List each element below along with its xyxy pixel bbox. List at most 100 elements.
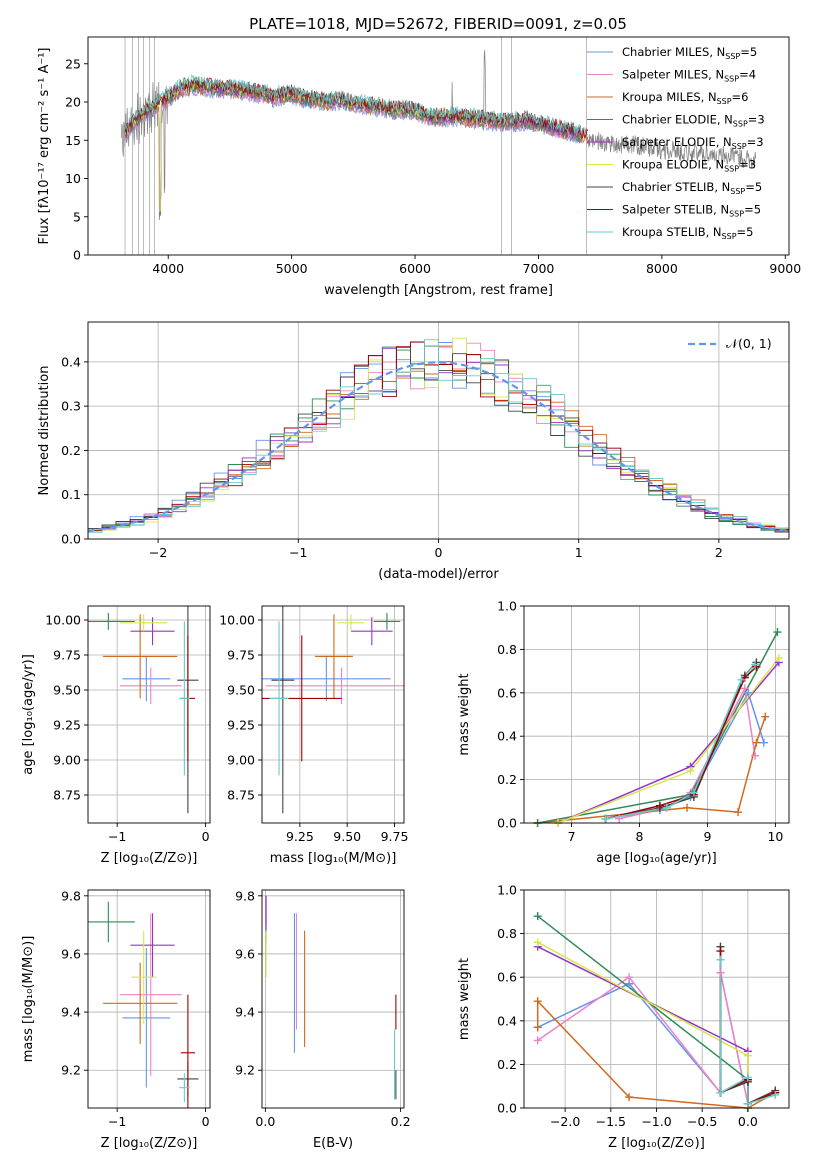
- chart-age-vs-z: −1 0 8.75 9.00 9.25 9.50 9.75 10.00 Z [log₁₀(Z/Z…: [21, 605, 211, 866]
- y-tick-label: 0.2: [497, 1057, 517, 1072]
- x-tick-label: −2: [149, 545, 167, 560]
- chart-age-vs-mass: 9.25 9.50 9.75 8.75 9.00 9.25 9.50 9.75 10.00 mas…: [219, 605, 408, 866]
- y-tick-label: 8.75: [227, 788, 255, 803]
- weight-marker: [625, 1093, 634, 1102]
- weight-marker: [743, 1099, 752, 1108]
- y-tick-label: 0.4: [497, 729, 517, 744]
- y-tick-label: 1.0: [497, 599, 517, 614]
- weight-marker: [743, 1051, 752, 1060]
- weight-marker: [683, 803, 692, 812]
- y-tick-label: 9.4: [235, 1005, 255, 1020]
- plot-area: [265, 895, 397, 1100]
- y-tick-label: 9.2: [235, 1063, 255, 1078]
- x-axis-label: E(B-V): [313, 1136, 353, 1151]
- weight-marker: [615, 814, 624, 823]
- x-tick-label: −2.0: [550, 1114, 580, 1129]
- weight-marker: [759, 738, 768, 747]
- x-axis-label: (data-model)/error: [378, 567, 499, 582]
- y-tick-label: 0: [73, 248, 81, 263]
- x-tick-label: 8: [636, 829, 644, 844]
- weight-marker: [773, 628, 782, 637]
- x-tick-label: 8000: [646, 261, 678, 276]
- plot-area: [262, 606, 404, 814]
- y-tick-label: 20: [65, 95, 81, 110]
- y-tick-label: 5: [73, 209, 81, 224]
- x-tick-label: 7000: [523, 261, 555, 276]
- x-tick-label: −1: [289, 545, 307, 560]
- x-tick-label: −1.5: [596, 1114, 626, 1129]
- legend-label: 𝒩(0, 1): [726, 336, 772, 351]
- weight-marker: [751, 660, 760, 669]
- y-tick-label: 0.0: [61, 532, 81, 547]
- y-tick-label: 9.4: [61, 1005, 81, 1020]
- weight-marker: [686, 766, 695, 775]
- x-tick-label: 9.50: [333, 829, 361, 844]
- y-tick-label: 9.50: [53, 683, 81, 698]
- weight-marker: [774, 654, 783, 663]
- legend-label: Chabrier STELIB, NSSP=5: [622, 180, 762, 196]
- weight-marker: [716, 947, 725, 956]
- x-tick-label: 0.0: [255, 1114, 275, 1129]
- y-tick-label: 9.6: [235, 946, 255, 961]
- weight-marker: [662, 803, 671, 812]
- y-tick-label: 10: [65, 171, 81, 186]
- axes-frame: [87, 889, 211, 1109]
- x-tick-label: −1: [108, 829, 126, 844]
- y-tick-label: 9.75: [227, 648, 255, 663]
- y-axis-label: mass [log₁₀(M/M⊙)]: [21, 936, 36, 1063]
- x-tick-label: −1: [108, 1114, 126, 1129]
- y-tick-label: 0.0: [497, 1101, 517, 1116]
- y-tick-label: 9.00: [227, 753, 255, 768]
- x-tick-label: 6000: [399, 261, 431, 276]
- y-tick-label: 8.75: [53, 788, 81, 803]
- x-tick-label: 1: [575, 545, 583, 560]
- y-tick-label: 9.00: [53, 753, 81, 768]
- weight-marker: [533, 1036, 542, 1045]
- weight-line-5: [537, 946, 749, 1108]
- y-tick-label: 0.1: [61, 487, 81, 502]
- weight-marker: [716, 955, 725, 964]
- y-axis-label: Normed distribution: [37, 366, 52, 496]
- legend-label: Salpeter STELIB, NSSP=5: [622, 203, 761, 219]
- legend-label: Chabrier MILES, NSSP=5: [622, 45, 757, 61]
- weight-marker: [625, 973, 634, 982]
- gaussian-curve: [88, 361, 789, 533]
- weight-line-6: [537, 941, 749, 1108]
- plot-area: [537, 631, 780, 823]
- weight-line-4: [537, 631, 779, 823]
- y-tick-label: 0.4: [61, 354, 81, 369]
- weight-marker: [761, 712, 770, 721]
- x-tick-label: 0: [435, 545, 443, 560]
- legend-label: Chabrier ELODIE, NSSP=3: [622, 113, 765, 129]
- x-tick-label: 0.2: [391, 1114, 411, 1129]
- figure-title: PLATE=1018, MJD=52672, FIBERID=0091, z=0…: [249, 15, 627, 33]
- axes-frame: [523, 605, 790, 824]
- plot-area: [88, 337, 789, 539]
- x-axis-label: Z [log₁₀(Z/Z⊙)]: [101, 851, 198, 866]
- y-tick-label: 9.6: [61, 946, 81, 961]
- weight-marker: [716, 1088, 725, 1097]
- weight-marker: [655, 801, 664, 810]
- y-tick-label: 9.8: [61, 888, 81, 903]
- y-tick-label: 15: [65, 133, 81, 148]
- x-tick-label: 9000: [769, 261, 801, 276]
- x-tick-label: 2: [715, 545, 723, 560]
- spectrum-model-line-9: [124, 73, 582, 135]
- x-tick-label: 0: [202, 829, 210, 844]
- weight-marker: [533, 912, 542, 921]
- weight-marker: [734, 808, 743, 817]
- plot-area: [88, 901, 199, 1108]
- y-tick-label: 0.2: [61, 443, 81, 458]
- weight-marker: [740, 684, 749, 693]
- legend-label: Kroupa ELODIE, NSSP=3: [622, 158, 756, 174]
- y-tick-label: 9.25: [227, 718, 255, 733]
- weight-marker: [752, 738, 761, 747]
- y-tick-label: 0.0: [497, 816, 517, 831]
- y-tick-label: 9.75: [53, 648, 81, 663]
- y-tick-label: 9.50: [227, 683, 255, 698]
- x-tick-label: −1.0: [641, 1114, 671, 1129]
- x-tick-label: −0.5: [687, 1114, 717, 1129]
- y-tick-label: 9.25: [53, 718, 81, 733]
- weight-marker: [689, 788, 698, 797]
